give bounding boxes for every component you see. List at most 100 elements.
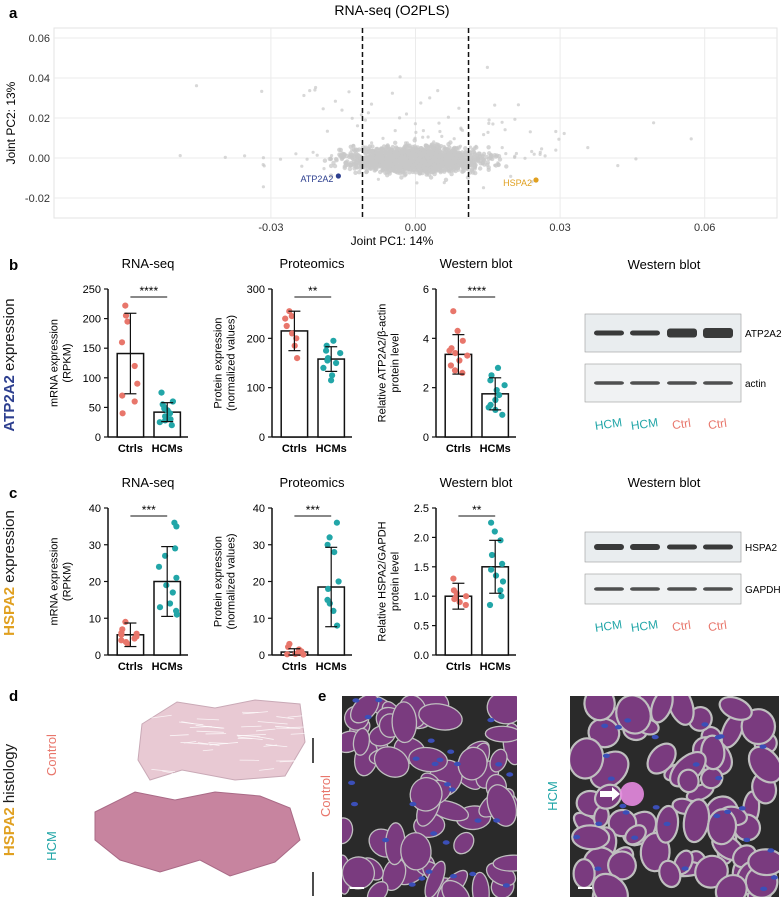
row-b-side-label-gene: ATP2A2 xyxy=(1,375,18,431)
scatter-point-outlier xyxy=(380,147,384,151)
scatter-point xyxy=(399,175,404,180)
nucleus xyxy=(651,734,659,740)
data-point xyxy=(173,611,180,618)
scatter-point xyxy=(473,170,478,176)
nucleus xyxy=(351,801,358,807)
scatter-point-outlier xyxy=(432,162,437,166)
x-tick-label: Ctrls xyxy=(446,443,471,455)
scatter-point-outlier xyxy=(351,143,355,147)
data-point xyxy=(156,419,163,426)
scatter-title: RNA-seq (O2PLS) xyxy=(334,2,449,18)
scatter-point-outlier xyxy=(340,151,344,155)
cardiomyocyte xyxy=(718,696,753,721)
scatter-point-outlier xyxy=(487,121,491,125)
data-point xyxy=(172,545,179,552)
cardiomyocyte xyxy=(391,701,418,744)
cardiomyocyte xyxy=(658,859,682,889)
y-axis-label-line: mRNA expression xyxy=(49,537,61,625)
data-point xyxy=(166,600,174,607)
y-axis-label: Relative HSPA2/GAPDHprotein level xyxy=(377,521,402,641)
scatter-ytick-label: 0.00 xyxy=(29,153,50,165)
y-tick-label: 2 xyxy=(423,383,429,395)
scatter-point xyxy=(358,161,363,166)
scatter-point xyxy=(469,163,474,168)
scatter-point xyxy=(411,167,416,172)
tissue-fiber xyxy=(162,770,174,774)
scatter-point xyxy=(486,156,492,161)
scatter-point xyxy=(444,153,450,159)
scatter-point-outlier xyxy=(385,144,389,148)
scatter-point xyxy=(426,172,432,177)
significance-stars: ** xyxy=(472,503,482,517)
data-point xyxy=(294,355,301,362)
scatter-point-outlier xyxy=(428,96,432,100)
data-point xyxy=(284,651,291,658)
scatter-point xyxy=(478,166,483,171)
nucleus xyxy=(743,837,751,843)
chart-title: Proteomics xyxy=(279,256,345,271)
blot-band xyxy=(594,330,624,336)
scatter-point xyxy=(472,166,477,171)
scatter-point-outlier xyxy=(446,115,450,119)
scatter-point xyxy=(432,157,437,162)
tissue-fiber xyxy=(196,730,224,733)
nucleus xyxy=(418,876,426,881)
scatter-point-outlier xyxy=(359,113,363,117)
scatter-point-outlier xyxy=(398,75,402,79)
scatter-point xyxy=(406,166,411,171)
cardiomyocyte xyxy=(486,784,517,827)
scatter-point-outlier xyxy=(314,85,318,90)
scatter-point xyxy=(366,155,371,160)
scatter-point xyxy=(337,147,342,152)
cardiomyocyte xyxy=(714,873,748,897)
data-point xyxy=(501,382,508,389)
scatter-point xyxy=(394,153,400,158)
data-point xyxy=(459,337,466,344)
scatter-point-outlier xyxy=(442,144,446,149)
scatter-point-outlier xyxy=(261,163,265,167)
y-tick-label: 20 xyxy=(89,577,101,589)
scatter-point-outlier xyxy=(369,102,374,106)
scatter-point xyxy=(374,162,379,167)
chart-title: Western blot xyxy=(440,256,513,271)
scatter-point xyxy=(364,169,369,175)
scatter-point-outlier xyxy=(468,145,472,149)
nucleus xyxy=(502,883,510,888)
cardiomyocyte xyxy=(583,696,616,722)
scatter-point xyxy=(332,163,338,169)
nucleus xyxy=(595,821,603,826)
y-tick-label: 40 xyxy=(89,503,101,515)
y-axis-label-line: (normalized values) xyxy=(226,534,238,630)
nucleus xyxy=(469,871,477,877)
cardiomyocyte xyxy=(747,745,779,784)
scatter-point-outlier xyxy=(474,144,478,148)
band-label: actin xyxy=(745,379,766,390)
scatter-point xyxy=(347,166,353,172)
scatter-point-outlier xyxy=(390,148,394,152)
scatter-point xyxy=(423,169,429,175)
y-axis-label-line: (RPKM) xyxy=(62,343,74,382)
scatter-point xyxy=(497,157,503,162)
band-label: HSPA2 xyxy=(745,543,777,554)
blot-title: Western blot xyxy=(628,475,701,490)
nucleus xyxy=(443,782,451,787)
scatter-point-outlier xyxy=(634,157,638,161)
data-point xyxy=(447,362,454,369)
y-tick-label: 0 xyxy=(95,432,101,444)
data-point xyxy=(168,422,175,429)
scatter-point xyxy=(464,158,469,163)
x-tick-label: Ctrls xyxy=(282,443,307,455)
scatter-point-outlier xyxy=(514,151,519,156)
nucleus xyxy=(715,775,723,781)
nucleus xyxy=(493,818,501,823)
highlight-label-hspa2: HSPA2 xyxy=(503,178,532,188)
nucleus xyxy=(767,848,775,853)
panel-letter-b: b xyxy=(9,257,18,274)
cardiomyocyte xyxy=(418,703,463,731)
cell-layer xyxy=(570,696,779,897)
data-point xyxy=(454,327,461,334)
scatter-point xyxy=(423,161,429,167)
nucleus xyxy=(724,809,732,814)
scatter-xtick-label: 0.03 xyxy=(549,222,570,234)
y-tick-label: 150 xyxy=(83,343,101,355)
